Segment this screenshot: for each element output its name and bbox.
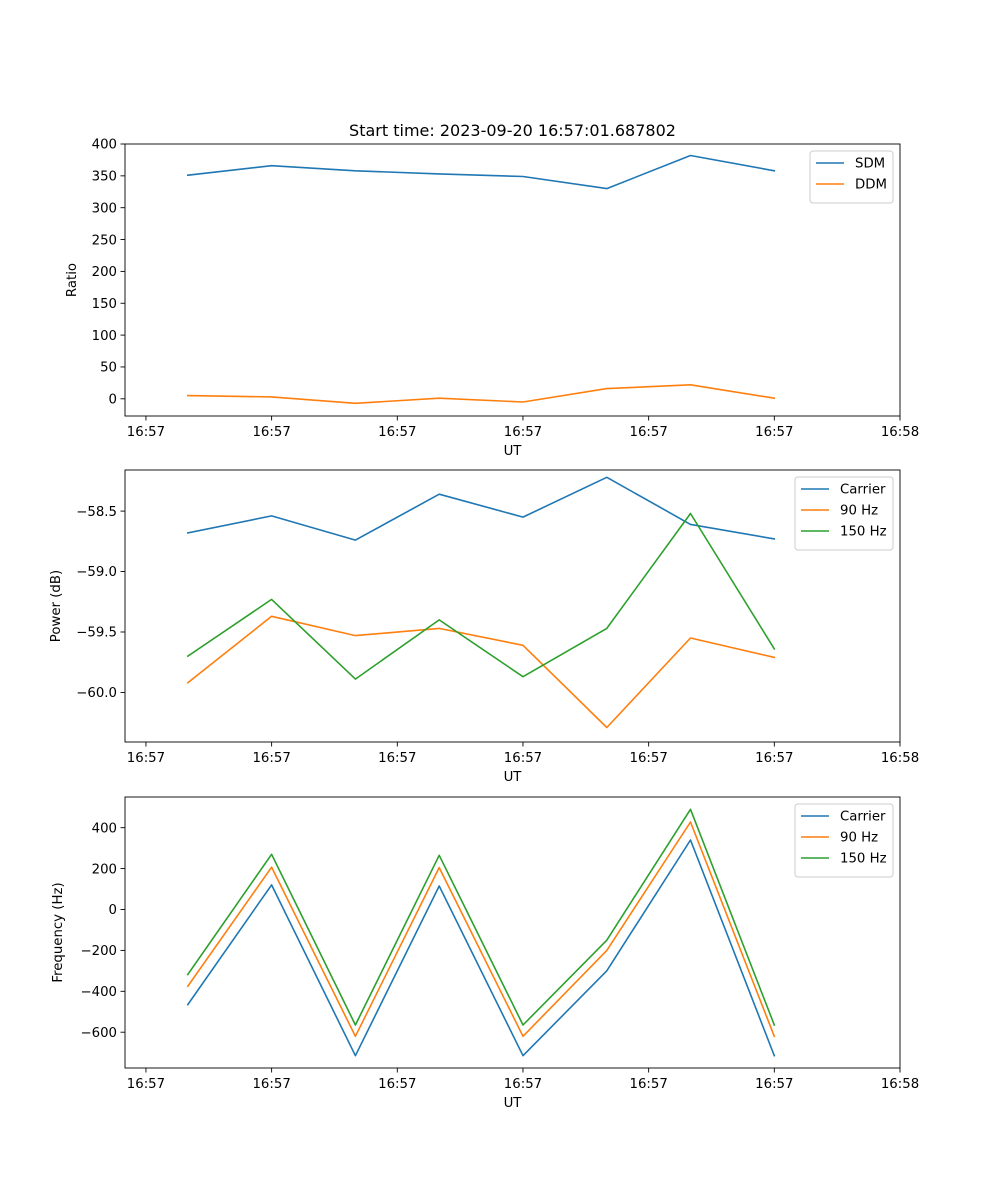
y-axis-label: Frequency (Hz): [51, 882, 66, 982]
y-tick-label: 200: [92, 862, 117, 877]
y-tick-label: 250: [92, 233, 117, 248]
x-tick-label: 16:58: [881, 751, 919, 766]
y-tick-label: 400: [92, 138, 117, 153]
y-tick-label: −60.0: [76, 686, 117, 701]
x-tick-label: 16:57: [629, 751, 667, 766]
legend-label: Carrier: [840, 810, 886, 825]
y-tick-label: 150: [92, 297, 117, 312]
legend: Carrier 90 Hz 150 Hz: [794, 803, 894, 878]
x-tick-label: 16:57: [127, 751, 165, 766]
legend-label: 90 Hz: [840, 504, 878, 519]
chart-panel-1: 16:57 16:57 16:57 16:57 16:57 16:57 16:58 0 50 10…: [65, 121, 919, 459]
series-line-150-hz: [186, 808, 776, 1027]
x-tick-label: 16:58: [881, 425, 919, 440]
x-tick-label: 16:57: [127, 425, 165, 440]
legend-label: 150 Hz: [840, 525, 887, 540]
y-tick-label: 0: [109, 903, 117, 918]
y-tick-label: −400: [80, 985, 117, 1000]
legend: SDM DDM: [809, 150, 894, 204]
x-axis-label: UT: [504, 444, 523, 459]
x-axis-label: UT: [504, 770, 523, 785]
x-tick-label: 16:57: [127, 1077, 165, 1092]
y-tick-label: −600: [80, 1026, 117, 1041]
y-tick-label: −59.0: [76, 565, 117, 580]
series-line-90-hz: [186, 615, 776, 729]
x-tick-label: 16:58: [881, 1077, 919, 1092]
x-tick-label: 16:57: [504, 1077, 542, 1092]
series-line-ddm: [186, 383, 776, 405]
x-axis-label: UT: [504, 1096, 523, 1111]
legend-label: 150 Hz: [840, 852, 887, 867]
axes-frame: [124, 143, 901, 417]
y-tick-label: −59.5: [76, 626, 117, 641]
x-tick-label: 16:57: [378, 425, 416, 440]
series-line-carrier: [186, 476, 776, 541]
axes-frame: [124, 469, 901, 743]
chart-panel-2: 16:57 16:57 16:57 16:57 16:57 16:57 16:58 −60.0…: [49, 469, 919, 785]
series-line-90-hz: [186, 821, 776, 1038]
chart-panel-3: 16:57 16:57 16:57 16:57 16:57 16:57 16:58 −600 −…: [51, 796, 919, 1111]
x-tick-label: 16:57: [252, 1077, 290, 1092]
y-tick-label: 100: [92, 329, 117, 344]
axes-frame: [124, 796, 901, 1069]
x-tick-label: 16:57: [252, 425, 290, 440]
legend-label: 90 Hz: [840, 831, 878, 846]
x-tick-label: 16:57: [629, 1077, 667, 1092]
y-tick-label: −200: [80, 944, 117, 959]
y-tick-label: 350: [92, 170, 117, 185]
legend: Carrier 90 Hz 150 Hz: [794, 476, 894, 551]
x-tick-label: 16:57: [629, 425, 667, 440]
x-tick-label: 16:57: [378, 751, 416, 766]
chart-title: Start time: 2023-09-20 16:57:01.687802: [349, 121, 676, 140]
legend-label: SDM: [855, 157, 885, 172]
y-tick-label: −58.5: [76, 505, 117, 520]
x-tick-label: 16:57: [755, 425, 793, 440]
x-tick-label: 16:57: [755, 751, 793, 766]
y-tick-label: 200: [92, 265, 117, 280]
x-tick-label: 16:57: [378, 1077, 416, 1092]
y-tick-label: 0: [109, 393, 117, 408]
x-tick-label: 16:57: [504, 425, 542, 440]
x-tick-label: 16:57: [755, 1077, 793, 1092]
y-axis-label: Ratio: [65, 263, 80, 297]
y-tick-label: 300: [92, 201, 117, 216]
series-line-carrier: [186, 839, 776, 1057]
y-axis-label: Power (dB): [49, 570, 64, 642]
series-line-150-hz: [186, 512, 776, 680]
x-tick-label: 16:57: [252, 751, 290, 766]
series-line-sdm: [186, 154, 776, 190]
legend-box: [809, 150, 894, 204]
legend-label: DDM: [855, 178, 887, 193]
y-tick-label: 50: [100, 361, 117, 376]
x-tick-label: 16:57: [504, 751, 542, 766]
y-tick-label: 400: [92, 821, 117, 836]
legend-label: Carrier: [840, 483, 886, 498]
